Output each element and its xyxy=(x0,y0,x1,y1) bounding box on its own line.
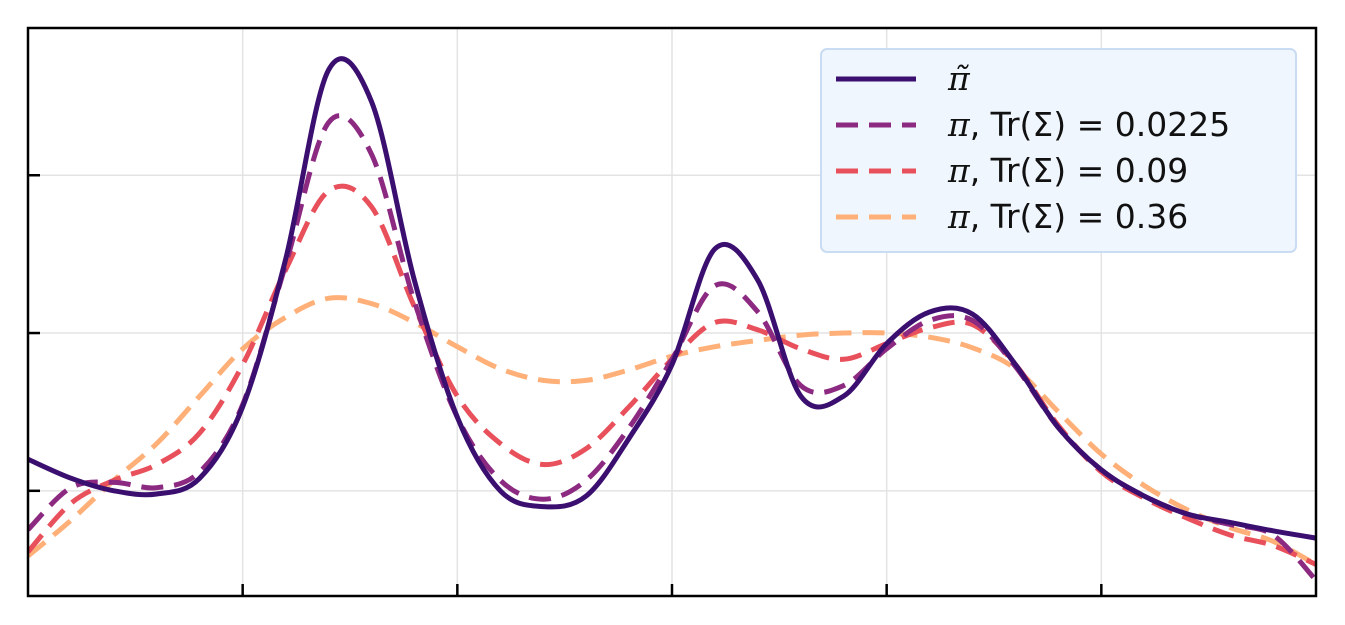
legend-label-3: π, Tr(Σ) = 0.36 xyxy=(947,197,1188,236)
legend-label-text-2: , Tr(Σ) = 0.09 xyxy=(970,151,1189,190)
legend-label-1: π, Tr(Σ) = 0.0225 xyxy=(947,105,1230,144)
legend-label-symbol-1: π xyxy=(947,105,971,144)
series-lines xyxy=(28,56,1316,582)
legend-label-symbol-2: π xyxy=(947,151,971,190)
legend-label-2: π, Tr(Σ) = 0.09 xyxy=(947,151,1188,190)
legend-label-symbol-3: π xyxy=(947,197,971,236)
series-line-0 xyxy=(28,56,1316,541)
legend-label-text-3: , Tr(Σ) = 0.36 xyxy=(970,197,1189,236)
legend-label-text-1: , Tr(Σ) = 0.0225 xyxy=(970,105,1231,144)
axis-ticks xyxy=(28,174,1103,596)
legend-label-symbol-0: π̃ xyxy=(947,59,971,98)
legend-box xyxy=(820,48,1297,253)
legend-label-0: π̃ xyxy=(947,59,971,98)
